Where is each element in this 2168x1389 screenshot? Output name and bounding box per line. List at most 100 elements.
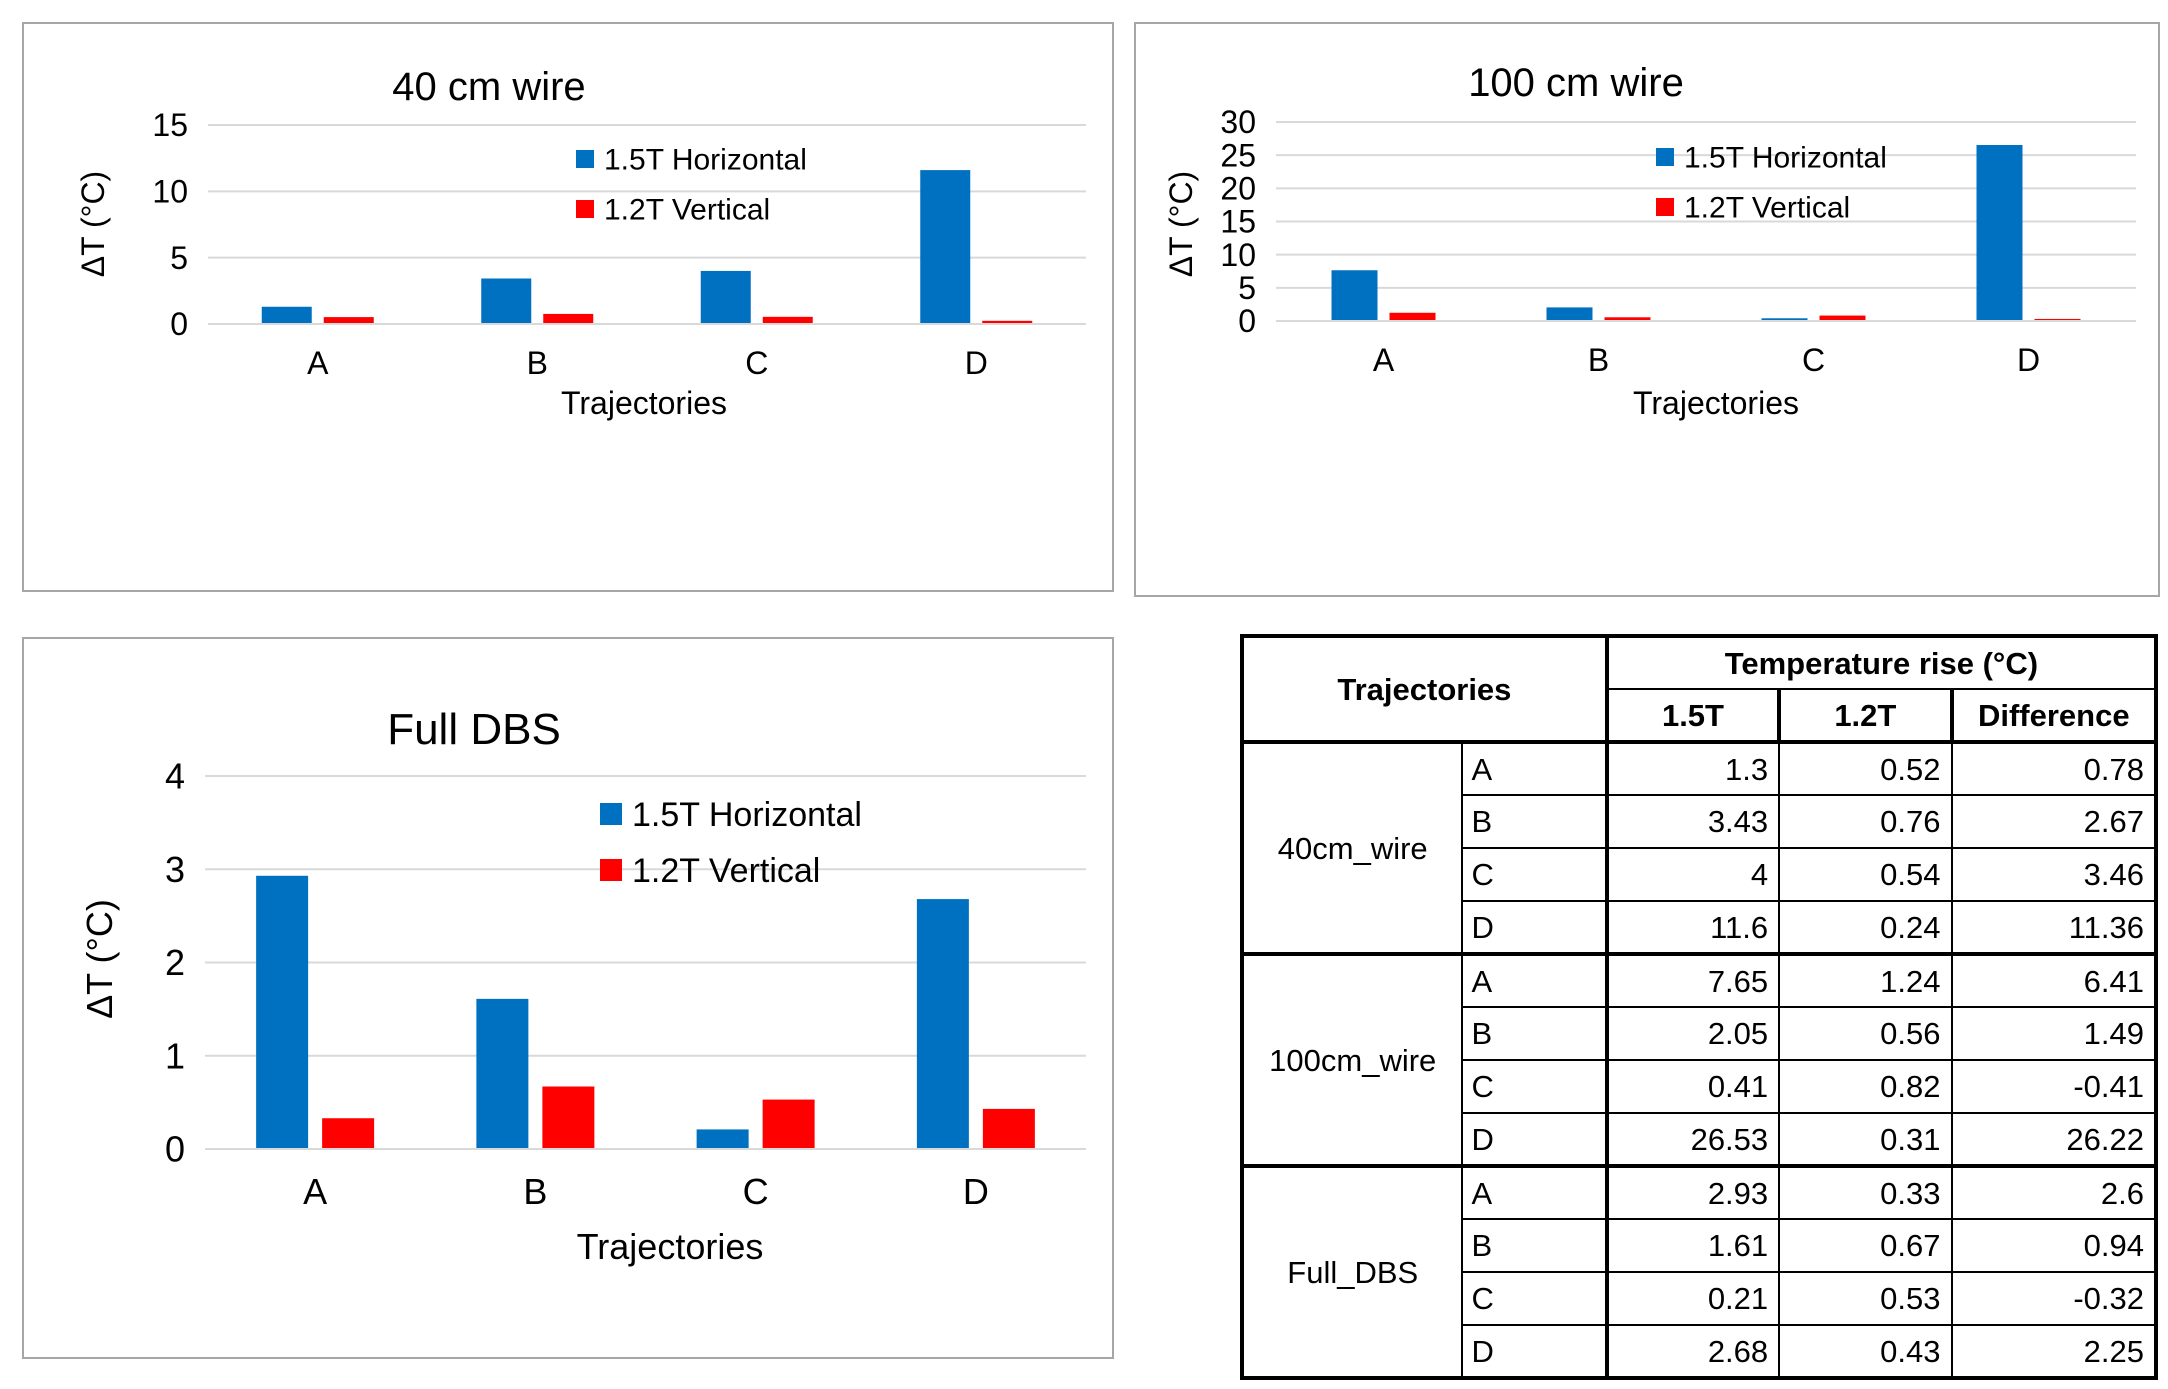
y-axis-label: ΔT (°C) (79, 899, 120, 1019)
legend-swatch (576, 150, 594, 168)
x-tick-label: A (1373, 342, 1395, 378)
bar-horizontal-a (1331, 270, 1378, 321)
table-row: B 3.43 0.76 2.67 (1242, 794, 2159, 849)
table-cell-1-5t: 26.53 (1605, 1112, 1781, 1168)
bar-vertical-a (1389, 312, 1436, 321)
y-tick-label: 25 (1220, 137, 1256, 173)
table-row: Full_DBS A 2.93 0.33 2.6 (1239, 1165, 2159, 1380)
chart-panel-100cm-wire: 0 5 10 15 20 25 30 A B C D 100 cm wire Trajectories Δ… (1134, 22, 2160, 597)
y-tick-label: 30 (1220, 104, 1256, 140)
bar-vertical-c (762, 1099, 815, 1149)
table-cell-trajectory: D (1461, 1112, 1609, 1168)
table-header-row-2: 1.5T 1.2T Difference (1242, 688, 2159, 744)
table-cell-trajectory: A (1461, 1165, 1609, 1220)
table-row: D 2.68 0.43 2.25 (1242, 1324, 2159, 1380)
table-row: C 4 0.54 3.46 (1242, 847, 2159, 902)
table-group-label: 100cm_wire (1239, 953, 1464, 1168)
y-tick-label: 3 (165, 849, 185, 890)
table-cell-1-5t: 0.21 (1605, 1271, 1781, 1326)
chart-panel-40cm-wire: 0 5 10 15 A B C D 40 cm wire Trajectories ΔT (°C) 1… (22, 22, 1114, 592)
y-tick-label: 4 (165, 756, 185, 797)
legend-swatch (600, 859, 622, 881)
legend-label: 1.2T Vertical (632, 852, 820, 890)
table-cell-trajectory: D (1461, 1324, 1609, 1380)
table-cell-1-5t: 11.6 (1605, 900, 1781, 956)
y-tick-label: 5 (1238, 270, 1256, 306)
y-axis-label: ΔT (°C) (75, 171, 111, 277)
bar-horizontal-b (1546, 307, 1593, 321)
table-cell-difference: 0.94 (1950, 1218, 2159, 1273)
table-row: B 2.05 0.56 1.49 (1242, 1006, 2159, 1061)
table-cell-1-5t: 2.68 (1605, 1324, 1781, 1380)
x-tick-label: A (307, 345, 329, 381)
x-axis-label: Trajectories (1633, 385, 1799, 421)
chart-title: 40 cm wire (392, 65, 585, 109)
table-row: D 26.53 0.31 26.22 (1242, 1112, 2159, 1168)
bar-horizontal-d (916, 899, 969, 1149)
table-cell-difference: 0.78 (1950, 741, 2159, 796)
table-group-label: Full_DBS (1239, 1165, 1464, 1380)
table-header-row-1: Trajectories Temperature rise (°C) (1240, 634, 2159, 744)
header-1-2t: 1.2T (1778, 688, 1954, 744)
table-cell-1-2t: 1.24 (1778, 953, 1953, 1008)
bar-vertical-b (542, 1086, 595, 1149)
bar-vertical-c (762, 316, 813, 324)
table-cell-trajectory: B (1461, 794, 1609, 849)
x-tick-label: C (743, 1171, 769, 1212)
bar-vertical-d (2034, 318, 2081, 321)
table-cell-1-2t: 0.67 (1778, 1218, 1953, 1273)
y-tick-label: 15 (152, 107, 188, 143)
y-tick-label: 5 (170, 240, 188, 276)
bar-horizontal-b (476, 998, 529, 1149)
table-cell-1-2t: 0.54 (1778, 847, 1953, 902)
legend-label: 1.5T Horizontal (1684, 142, 1887, 175)
bar-vertical-d (982, 320, 1033, 324)
bar-vertical-b (543, 313, 594, 324)
table-cell-trajectory: A (1461, 953, 1609, 1008)
x-tick-label: B (1588, 342, 1609, 378)
table-row: B 1.61 0.67 0.94 (1242, 1218, 2159, 1273)
table-cell-difference: -0.32 (1950, 1271, 2159, 1326)
table-cell-1-2t: 0.76 (1778, 794, 1953, 849)
table-cell-trajectory: C (1461, 1271, 1609, 1326)
bar-vertical-b (1604, 317, 1651, 321)
chart-title: Full DBS (387, 705, 561, 754)
bar-horizontal-c (1761, 318, 1808, 321)
x-axis-label: Trajectories (577, 1226, 764, 1267)
table-row: C 0.21 0.53 -0.32 (1242, 1271, 2159, 1326)
table-cell-1-2t: 0.33 (1778, 1165, 1953, 1220)
table-cell-difference: -0.41 (1950, 1059, 2159, 1114)
table-cell-1-2t: 0.31 (1778, 1112, 1953, 1168)
table-cell-1-2t: 0.43 (1778, 1324, 1953, 1380)
table-cell-difference: 3.46 (1950, 847, 2159, 902)
y-axis-label: ΔT (°C) (1163, 171, 1199, 277)
legend-swatch (576, 200, 594, 218)
x-tick-label: D (963, 1171, 989, 1212)
table-row: 100cm_wire A 7.65 1.24 6.41 (1239, 953, 2159, 1168)
y-tick-label: 0 (1238, 303, 1256, 339)
bar-horizontal-a (256, 875, 309, 1149)
legend-swatch (1656, 198, 1674, 216)
table-cell-1-5t: 7.65 (1605, 953, 1781, 1008)
x-tick-label: A (303, 1171, 327, 1212)
table-cell-1-5t: 0.41 (1605, 1059, 1781, 1114)
table-cell-trajectory: C (1461, 847, 1609, 902)
table-cell-difference: 2.6 (1950, 1165, 2159, 1220)
table-cell-1-5t: 2.93 (1605, 1165, 1781, 1220)
table-row: C 0.41 0.82 -0.41 (1242, 1059, 2159, 1114)
y-tick-label: 20 (1220, 171, 1256, 207)
table-group-label: 40cm_wire (1239, 741, 1464, 956)
legend-label: 1.2T Vertical (1684, 192, 1850, 225)
bar-vertical-a (322, 1118, 375, 1149)
y-tick-label: 0 (170, 306, 188, 342)
chart-panel-full-dbs: 0 1 2 3 4 A B C D Full DBS Trajectories ΔT (°C) 1.5T… (22, 637, 1114, 1359)
table-cell-trajectory: A (1461, 741, 1609, 796)
header-difference: Difference (1950, 688, 2159, 744)
chart-title: 100 cm wire (1468, 61, 1684, 105)
table-cell-difference: 1.49 (1950, 1006, 2159, 1061)
y-tick-label: 15 (1220, 204, 1256, 240)
y-tick-label: 1 (165, 1035, 185, 1076)
table-cell-trajectory: B (1461, 1218, 1609, 1273)
table-cell-difference: 2.67 (1950, 794, 2159, 849)
